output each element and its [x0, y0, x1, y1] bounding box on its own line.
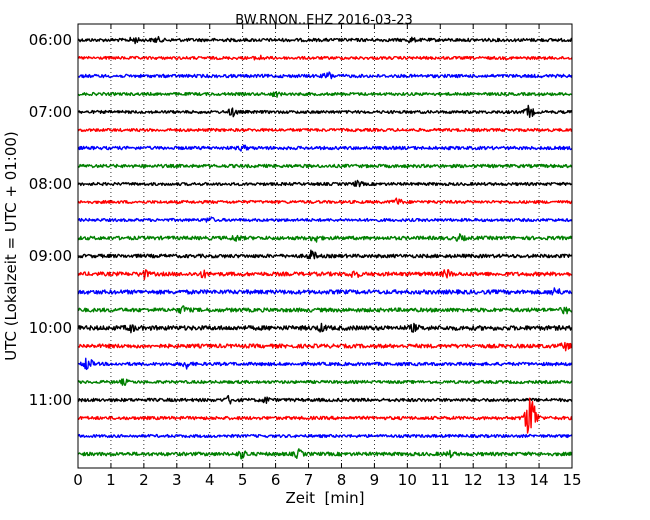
plot-frame — [77, 23, 573, 469]
x-axis-label: Zeit [min] — [285, 489, 364, 507]
trace-1130 — [77, 433, 573, 439]
trace-0715 — [77, 127, 573, 133]
x-tick-label: 10 — [398, 471, 417, 489]
trace-0745 — [77, 163, 573, 169]
x-tick-label: 2 — [139, 471, 149, 489]
trace-0615 — [77, 54, 573, 61]
y-tick-label: 09:00 — [29, 247, 72, 265]
x-tick-label: 5 — [238, 471, 248, 489]
chart-title: BW.RNON..EHZ 2016-03-23 — [235, 13, 413, 28]
trace-0700 — [77, 104, 573, 118]
y-tick-label: 10:00 — [29, 319, 72, 337]
x-tick-label: 0 — [73, 471, 83, 489]
x-axis: 0 1 2 3 4 5 6 7 8 9 10 11 12 13 14 15 — [73, 24, 582, 489]
y-axis-label: UTC (Lokalzeit = UTC + 01:00) — [2, 131, 20, 361]
x-tick-label: 11 — [431, 471, 450, 489]
y-tick-label: 06:00 — [29, 31, 72, 49]
trace-0730 — [77, 144, 573, 152]
trace-1115 — [77, 397, 573, 434]
trace-0845 — [77, 233, 573, 243]
x-tick-label: 9 — [370, 471, 380, 489]
x-tick-label: 4 — [205, 471, 215, 489]
x-tick-label: 13 — [497, 471, 516, 489]
x-tick-label: 1 — [106, 471, 116, 489]
trace-group — [77, 35, 573, 460]
trace-0645 — [77, 90, 573, 98]
x-tick-label: 14 — [530, 471, 549, 489]
x-tick-label: 3 — [172, 471, 182, 489]
trace-0915 — [77, 269, 573, 281]
trace-1045 — [77, 378, 573, 386]
trace-1100 — [77, 394, 573, 405]
trace-0930 — [77, 287, 573, 296]
x-tick-label: 8 — [337, 471, 347, 489]
trace-0830 — [77, 216, 573, 223]
trace-0800 — [77, 179, 573, 188]
y-tick-label: 11:00 — [29, 391, 72, 409]
trace-0945 — [77, 305, 573, 315]
trace-0900 — [77, 249, 573, 260]
x-tick-label: 7 — [304, 471, 314, 489]
trace-1015 — [77, 341, 573, 352]
trace-1145 — [77, 448, 573, 460]
trace-0630 — [77, 71, 573, 80]
trace-0600 — [77, 35, 573, 45]
y-tick-label: 07:00 — [29, 103, 72, 121]
trace-1030 — [77, 357, 573, 371]
trace-1000 — [77, 322, 573, 334]
y-axis: 06:00 07:00 08:00 09:00 10:00 11:00 — [29, 31, 572, 409]
trace-0815 — [77, 197, 573, 205]
x-tick-label: 15 — [562, 471, 581, 489]
x-tick-label: 12 — [464, 471, 483, 489]
y-tick-label: 08:00 — [29, 175, 72, 193]
x-tick-label: 6 — [271, 471, 281, 489]
